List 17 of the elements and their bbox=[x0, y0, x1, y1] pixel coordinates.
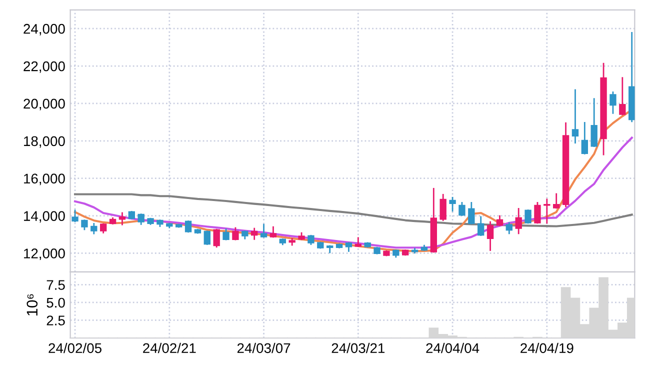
x-tick-label: 24/04/04 bbox=[426, 342, 480, 354]
y-axis-title: 10⁶ bbox=[26, 294, 38, 316]
x-tick-label: 24/02/21 bbox=[143, 342, 196, 354]
y-tick-label: 24,000 bbox=[24, 24, 65, 36]
y-tick-label: 16,000 bbox=[24, 174, 65, 186]
x-tick-label: 24/03/21 bbox=[332, 342, 385, 354]
y-tick-label: 18,000 bbox=[24, 136, 65, 148]
y-tick-label: 2.5 bbox=[46, 316, 65, 326]
y-tick-label: 5.0 bbox=[46, 298, 65, 308]
x-tick-label: 24/02/05 bbox=[48, 342, 102, 354]
x-tick-label: 24/04/19 bbox=[520, 342, 574, 354]
y-tick-label: 14,000 bbox=[24, 211, 65, 223]
y-tick-label: 22,000 bbox=[24, 61, 65, 73]
y-tick-label: 20,000 bbox=[24, 98, 65, 110]
x-tick-label: 24/03/07 bbox=[237, 342, 290, 354]
y-tick-label: 12,000 bbox=[24, 248, 65, 260]
y-tick-label: 7.5 bbox=[46, 280, 65, 290]
